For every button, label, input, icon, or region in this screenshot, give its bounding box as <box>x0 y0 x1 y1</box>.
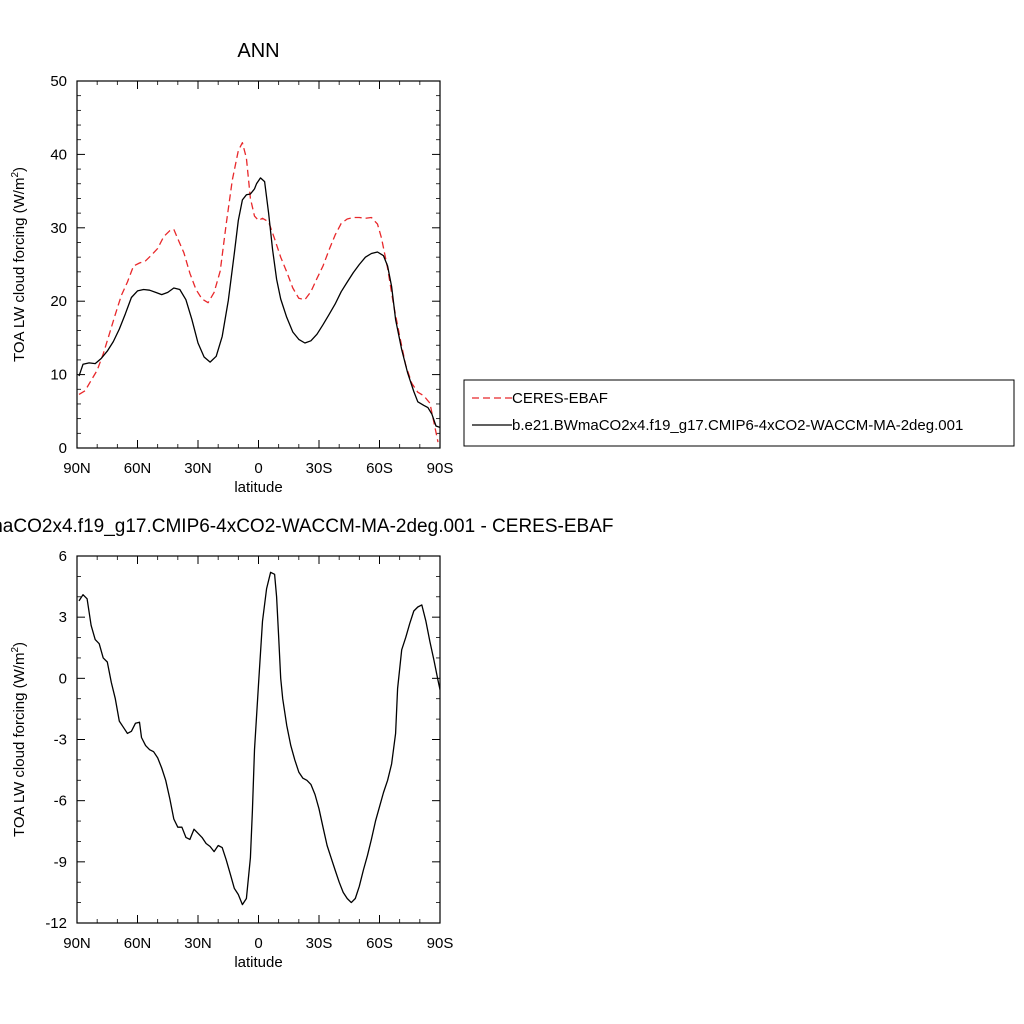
plot-frame <box>76 555 441 924</box>
x-tick-label: 30S <box>306 935 333 952</box>
x-tick-label: 90N <box>63 935 91 952</box>
x-tick-label: 30N <box>184 460 212 477</box>
x-axis-label: latitude <box>234 479 282 496</box>
y-axis-label: TOA LW cloud forcing (W/m2) <box>10 642 28 837</box>
y-tick-label: 10 <box>50 367 67 384</box>
x-tick-label: 90S <box>427 935 454 952</box>
x-tick-label: 60N <box>124 935 152 952</box>
legend-entry: CERES-EBAF <box>512 390 608 407</box>
x-tick-label: 90N <box>63 460 91 477</box>
y-tick-label: 0 <box>59 670 67 687</box>
series-line-0 <box>78 142 439 443</box>
x-tick-label: 30N <box>184 935 212 952</box>
bottom-panel: 90N 60N 30N 0 30S 60S 90S -12 -9 -6 -3 0 3 6 b.e21.BWm… <box>0 516 613 971</box>
chart-title: b.e21.BWmaCO2x4.f19_g17.CMIP6-4xCO2-WACC… <box>0 516 613 537</box>
y-tick-label: 6 <box>59 548 67 565</box>
y-tick-label: 50 <box>50 73 67 90</box>
series-line-1 <box>78 177 440 429</box>
x-tick-label: 0 <box>254 460 262 477</box>
legend-box <box>463 379 1015 447</box>
x-tick-label: 60S <box>366 935 393 952</box>
top-panel: 90N 60N 30N 0 30S 60S 90S 0 10 20 30 40 50 ANN latitud… <box>10 40 453 496</box>
legend-entry: b.e21.BWmaCO2x4.f19_g17.CMIP6-4xCO2-WACC… <box>512 417 963 434</box>
x-tick-label: 90S <box>427 460 454 477</box>
series-line-0 <box>78 571 440 906</box>
y-axis-label: TOA LW cloud forcing (W/m2) <box>10 167 28 362</box>
chart-title: ANN <box>237 40 279 62</box>
y-tick-label: -12 <box>45 915 67 932</box>
y-tick-label: 0 <box>59 440 67 457</box>
plot-frame <box>76 80 441 449</box>
legend: CERES-EBAF b.e21.BWmaCO2x4.f19_g17.CMIP6-… <box>463 379 1015 447</box>
x-tick-label: 60S <box>366 460 393 477</box>
x-axis-label: latitude <box>234 954 282 971</box>
x-tick-label: 30S <box>306 460 333 477</box>
y-tick-label: -9 <box>54 854 67 871</box>
y-tick-label: 40 <box>50 146 67 163</box>
y-tick-label: -3 <box>54 732 67 749</box>
x-tick-label: 0 <box>254 935 262 952</box>
y-tick-label: 3 <box>59 609 67 626</box>
x-tick-label: 60N <box>124 460 152 477</box>
y-tick-label: 30 <box>50 220 67 237</box>
y-tick-label: 20 <box>50 293 67 310</box>
y-tick-label: -6 <box>54 793 67 810</box>
